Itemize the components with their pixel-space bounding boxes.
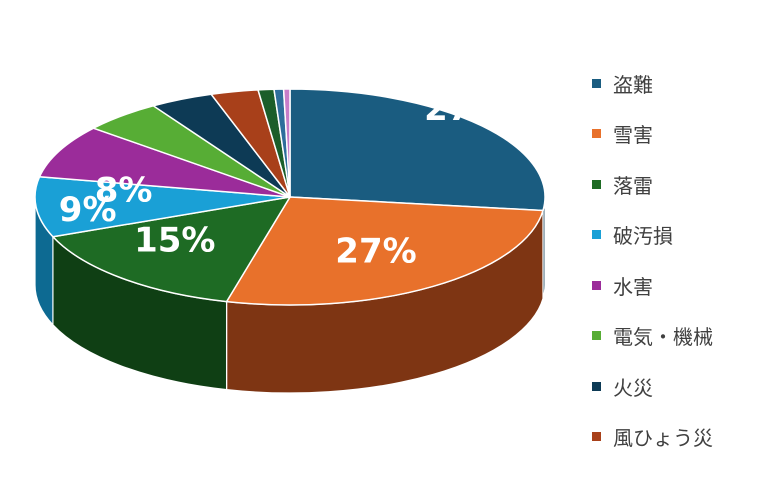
- legend-label: 電気・機械: [613, 325, 713, 350]
- legend-swatch: [592, 381, 601, 391]
- legend-item: 水害: [592, 260, 777, 311]
- legend-item: 雪害: [592, 109, 777, 160]
- slice-top-10: [282, 88, 291, 198]
- data-label-1: 27%: [335, 232, 416, 272]
- legend-swatch: [592, 280, 601, 290]
- legend-swatch: [592, 331, 601, 341]
- pie-side-layer: [34, 196, 546, 394]
- legend-swatch: [592, 179, 601, 189]
- legend-label: 破汚損: [613, 224, 673, 249]
- slice-top-3: [34, 176, 291, 238]
- legend-item: 落雷: [592, 159, 777, 210]
- slice-top-0: [289, 88, 546, 212]
- data-label-2: 15%: [134, 221, 215, 261]
- legend-item: 盗難: [592, 58, 777, 109]
- legend-label: 火災: [613, 375, 653, 400]
- data-label-3: 9%: [59, 190, 117, 230]
- legend: 盗難雪害落雷破汚損水害電気・機械火災風ひょう災: [592, 58, 777, 462]
- legend-item: 風ひょう災: [592, 412, 777, 463]
- slice-top-2: [52, 196, 291, 303]
- legend-swatch: [592, 230, 601, 240]
- legend-label: 水害: [613, 274, 653, 299]
- data-label-0: 27%: [424, 89, 505, 129]
- legend-label: 雪害: [613, 123, 653, 148]
- legend-item: 破汚損: [592, 210, 777, 261]
- legend-label: 風ひょう災: [613, 426, 713, 451]
- slice-top-4: [38, 127, 291, 198]
- legend-item: 火災: [592, 361, 777, 412]
- pie-label-layer: 27% 27% 15% 9%8%: [59, 89, 506, 271]
- legend-swatch: [592, 129, 601, 139]
- legend-swatch: [592, 432, 601, 442]
- slice-top-1: [225, 196, 544, 306]
- legend-item: 電気・機械: [592, 311, 777, 362]
- data-label-4: 8%: [95, 170, 153, 210]
- legend-label: 落雷: [613, 173, 653, 198]
- pie-top-layer: [34, 88, 546, 306]
- legend-swatch: [592, 78, 601, 88]
- legend-label: 盗難: [613, 72, 653, 97]
